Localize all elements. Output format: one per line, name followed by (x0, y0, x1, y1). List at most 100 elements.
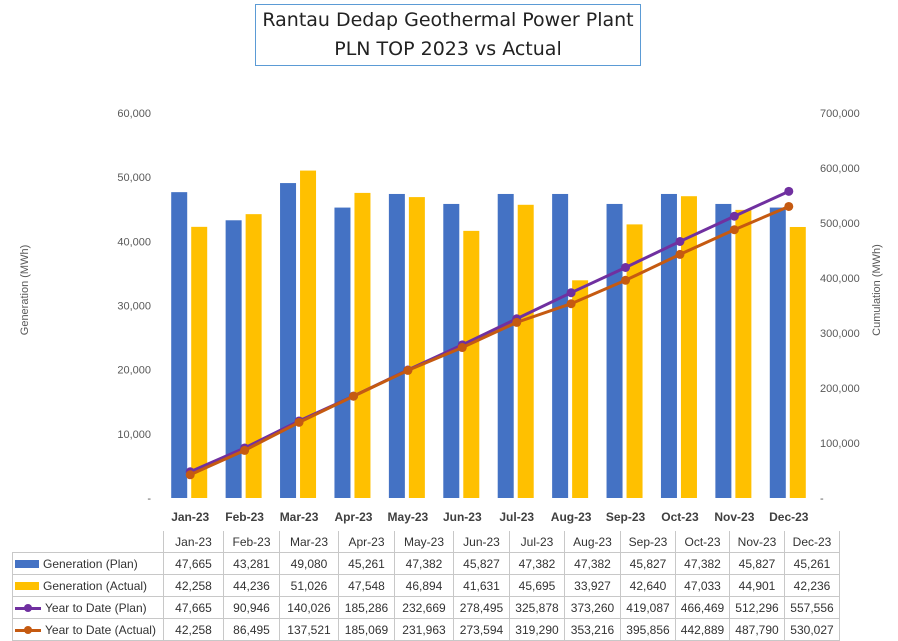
bar-plan (388, 193, 405, 498)
table-header-cell: Aug-23 (564, 531, 621, 553)
chart-title-line-1: Rantau Dedap Geothermal Power Plant (262, 9, 634, 31)
table-row: Generation (Actual) 42,258 44,236 51,026 47,… (12, 574, 840, 597)
line-point (729, 225, 739, 235)
line-point (729, 211, 739, 221)
table-cell: 232,669 (394, 596, 454, 619)
table-cell: 47,665 (163, 552, 224, 575)
legend-key-icon (15, 560, 39, 569)
table-cell: 487,790 (729, 618, 785, 641)
table-cell: 419,087 (620, 596, 676, 619)
y-tick-label: 60,000 (117, 108, 151, 120)
line-point (240, 445, 250, 455)
legend-key-icon (15, 582, 39, 591)
table-row: Year to Date (Actual) 42,258 86,495 137,521… (12, 618, 840, 641)
y2-axis-title: Cumulation (MWh) (871, 244, 883, 336)
table-header-cell: May-23 (394, 531, 454, 553)
line-point (621, 275, 631, 285)
table-cell: 45,827 (453, 552, 510, 575)
bar-actual (517, 204, 534, 499)
table-cell: 43,281 (223, 552, 280, 575)
table-cell: 137,521 (279, 618, 339, 641)
line-point (566, 288, 576, 298)
table-cell: 42,640 (620, 574, 676, 597)
table-cell: 353,216 (564, 618, 621, 641)
line-point (675, 236, 685, 246)
legend-label: Generation (Plan) (43, 556, 138, 571)
legend-key-icon (15, 603, 41, 613)
x-tick-label: Jul-23 (499, 510, 534, 524)
table-cell: 325,878 (509, 596, 565, 619)
x-tick-label: Jun-23 (443, 510, 482, 524)
table-cell: 42,258 (163, 618, 224, 641)
table-cell: 42,236 (784, 574, 840, 597)
x-tick-label: Feb-23 (225, 510, 264, 524)
y2-tick-label: 600,000 (820, 163, 860, 175)
table-header-cell: Apr-23 (338, 531, 395, 553)
y2-tick-label: 200,000 (820, 383, 860, 395)
line-point (294, 417, 304, 427)
y-tick-label: 40,000 (117, 236, 151, 248)
x-tick-label: Nov-23 (714, 510, 754, 524)
line-point (348, 391, 358, 401)
line-point (784, 186, 794, 196)
left-axis-ticks: - 10,000 20,000 30,000 40,000 50,000 60,000 (117, 108, 151, 505)
y2-tick-label: - (820, 493, 824, 505)
table-cell: 231,963 (394, 618, 454, 641)
table-cell: 47,382 (675, 552, 730, 575)
line-point (621, 263, 631, 273)
x-tick-label: Mar-23 (280, 510, 319, 524)
bar-actual (300, 170, 317, 498)
x-tick-label: Apr-23 (334, 510, 372, 524)
table-header-cell: Sep-23 (620, 531, 676, 553)
legend-label: Year to Date (Actual) (45, 622, 156, 637)
table-row: Generation (Plan) 47,665 43,281 49,080 45,26… (12, 552, 840, 575)
table-cell: 45,827 (729, 552, 785, 575)
table-cell: 44,901 (729, 574, 785, 597)
x-tick-label: Dec-23 (769, 510, 809, 524)
right-axis-ticks: - 100,000 200,000 300,000 400,000 500,000 600,… (820, 108, 860, 505)
series-legend-cell: Year to Date (Actual) (12, 618, 164, 641)
bar-actual (789, 226, 806, 499)
bar-actual (735, 209, 752, 498)
y2-tick-label: 400,000 (820, 273, 860, 285)
table-cell: 45,261 (784, 552, 840, 575)
table-header-cell: Jan-23 (163, 531, 224, 553)
bar-plan (497, 193, 514, 498)
table-header-cell: Nov-23 (729, 531, 785, 553)
bar-actual (191, 226, 208, 499)
bar-plan (334, 207, 351, 498)
bar-actual (408, 197, 425, 498)
table-cell: 46,894 (394, 574, 454, 597)
y2-tick-label: 100,000 (820, 438, 860, 450)
legend-label: Generation (Actual) (43, 578, 148, 593)
bar-series (171, 170, 806, 499)
table-header-cell: Oct-23 (675, 531, 730, 553)
table-row: Year to Date (Plan) 47,665 90,946 140,026 18… (12, 596, 840, 619)
table-cell: 557,556 (784, 596, 840, 619)
table-header-cell: Jun-23 (453, 531, 510, 553)
line-point (512, 317, 522, 327)
bar-plan (280, 183, 297, 498)
bar-plan (171, 192, 188, 498)
line-point (784, 201, 794, 211)
category-labels: Jan-23 Feb-23 Mar-23 Apr-23 May-23 Jun-23 Jul-… (171, 510, 809, 524)
table-header-cell: Mar-23 (279, 531, 339, 553)
table-cell: 395,856 (620, 618, 676, 641)
legend-label: Year to Date (Plan) (45, 600, 147, 615)
x-tick-label: May-23 (388, 510, 429, 524)
bar-plan (225, 220, 242, 498)
table-cell: 45,695 (509, 574, 565, 597)
bar-actual (626, 224, 643, 499)
table-cell: 86,495 (223, 618, 280, 641)
table-header-row: Jan-23 Feb-23 Mar-23 Apr-23 May-23 Jun-23 Jul-… (13, 531, 840, 553)
table-cell: 47,548 (338, 574, 395, 597)
table-cell: 45,827 (620, 552, 676, 575)
line-point (457, 343, 467, 353)
y-tick-label: 50,000 (117, 172, 151, 184)
x-tick-label: Oct-23 (661, 510, 699, 524)
bar-actual (245, 214, 262, 498)
bar-plan (769, 207, 786, 498)
line-point (675, 249, 685, 259)
bar-plan (715, 203, 732, 498)
